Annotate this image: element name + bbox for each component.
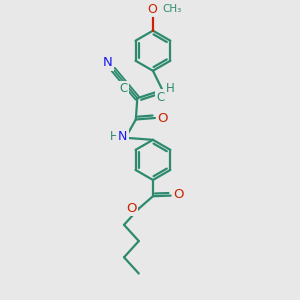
Text: O: O (173, 188, 184, 201)
Text: O: O (126, 202, 136, 214)
Text: C: C (119, 82, 128, 95)
Text: N: N (118, 130, 127, 143)
Text: H: H (110, 130, 119, 143)
Text: C: C (157, 91, 165, 104)
Text: O: O (158, 112, 168, 124)
Text: N: N (103, 56, 113, 69)
Text: O: O (148, 3, 158, 16)
Text: CH₃: CH₃ (162, 4, 182, 14)
Text: H: H (165, 82, 174, 95)
